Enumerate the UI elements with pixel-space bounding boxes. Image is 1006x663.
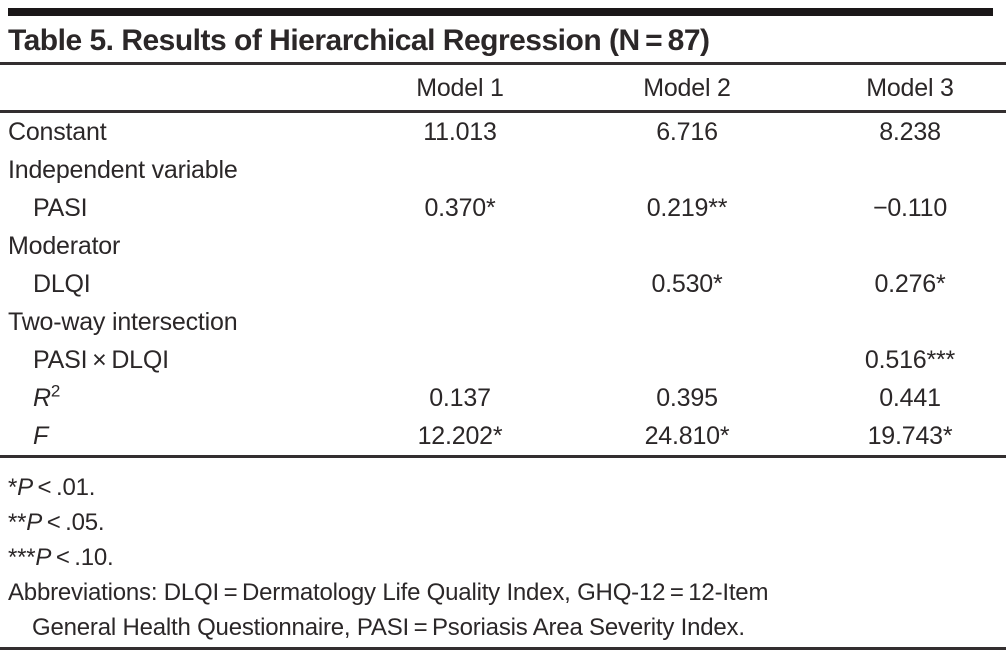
table-row-f-statistic: F 12.202* 24.810* 19.743* bbox=[0, 417, 1006, 455]
value-cell: 12.202* bbox=[417, 421, 503, 450]
footnote-condition: < .10. bbox=[51, 543, 114, 571]
value-cell: 0.137 bbox=[429, 383, 491, 412]
section-label: Independent variable bbox=[8, 155, 238, 184]
footnotes-block: *P < .01. **P < .05. ***P < .10. Abbrevi… bbox=[0, 458, 1006, 645]
row-label: R2 bbox=[0, 379, 346, 417]
row-label: PASI × DLQI bbox=[33, 345, 169, 374]
footnote-stars: *** bbox=[8, 543, 36, 571]
section-label: Two-way intersection bbox=[8, 307, 238, 336]
value-cell: 0.276* bbox=[874, 269, 946, 298]
column-header-model3: Model 3 bbox=[800, 65, 1006, 113]
value-cell bbox=[574, 151, 800, 189]
f-symbol: F bbox=[33, 421, 49, 450]
value-cell bbox=[800, 151, 1006, 189]
table-row-r-squared: R2 0.137 0.395 0.441 bbox=[0, 379, 1006, 417]
value-cell: 0.516*** bbox=[864, 345, 956, 374]
value-cell bbox=[346, 151, 574, 189]
footnote-p05: **P < .05. bbox=[8, 505, 1006, 540]
r-superscript: 2 bbox=[50, 381, 61, 401]
footnote-p10: ***P < .10. bbox=[8, 540, 1006, 575]
value-cell: 0.530* bbox=[651, 269, 723, 298]
value-cell bbox=[574, 303, 800, 341]
section-label: Moderator bbox=[8, 231, 121, 260]
value-cell bbox=[346, 265, 574, 303]
top-rule-bar bbox=[8, 8, 993, 16]
value-cell: 6.716 bbox=[656, 117, 718, 146]
value-cell bbox=[800, 303, 1006, 341]
table-row-dlqi: DLQI 0.530* 0.276* bbox=[0, 265, 1006, 303]
value-cell: −0.110 bbox=[872, 193, 948, 222]
value-cell bbox=[346, 227, 574, 265]
table-row-independent-variable-section: Independent variable bbox=[0, 151, 1006, 189]
table-title: Table 5. Results of Hierarchical Regress… bbox=[8, 24, 710, 57]
value-cell: 8.238 bbox=[879, 117, 941, 146]
value-cell: 19.743* bbox=[867, 421, 953, 450]
p-symbol: P bbox=[26, 508, 43, 536]
value-cell: 0.219** bbox=[646, 193, 728, 222]
footnote-stars: ** bbox=[8, 508, 27, 536]
value-cell bbox=[800, 227, 1006, 265]
table-header: Model 1 Model 2 Model 3 bbox=[0, 65, 1006, 113]
value-cell: 0.395 bbox=[656, 383, 718, 412]
column-header-empty bbox=[0, 65, 346, 113]
table-row-pasi-x-dlqi: PASI × DLQI 0.516*** bbox=[0, 341, 1006, 379]
value-cell: 24.810* bbox=[644, 421, 730, 450]
footnote-stars: * bbox=[8, 473, 18, 501]
row-label: PASI bbox=[33, 193, 88, 222]
r-symbol: R bbox=[33, 383, 51, 412]
p-symbol: P bbox=[35, 543, 52, 571]
value-cell bbox=[574, 341, 800, 379]
regression-table: Model 1 Model 2 Model 3 Constant 11.013 … bbox=[0, 65, 1006, 455]
column-header-model1: Model 1 bbox=[346, 65, 574, 113]
header-row: Model 1 Model 2 Model 3 bbox=[0, 65, 1006, 113]
abbreviations-line2: General Health Questionnaire, PASI = Pso… bbox=[32, 613, 745, 641]
footnote-condition: < .05. bbox=[42, 508, 105, 536]
column-header-model2: Model 2 bbox=[574, 65, 800, 113]
title-rule bbox=[0, 62, 1006, 65]
value-cell bbox=[574, 227, 800, 265]
row-label: Constant bbox=[8, 117, 107, 146]
value-cell: 0.441 bbox=[879, 383, 941, 412]
table-body: Constant 11.013 6.716 8.238 Independent … bbox=[0, 111, 1006, 455]
value-cell bbox=[346, 303, 574, 341]
value-cell: 11.013 bbox=[423, 117, 497, 146]
bottom-rule bbox=[0, 646, 1006, 650]
table-row-two-way-intersection-section: Two-way intersection bbox=[0, 303, 1006, 341]
footnote-p01: *P < .01. bbox=[8, 470, 1006, 505]
table-row-pasi: PASI 0.370* 0.219** −0.110 bbox=[0, 189, 1006, 227]
row-label: F bbox=[0, 417, 346, 455]
p-symbol: P bbox=[17, 473, 33, 501]
table-row-moderator-section: Moderator bbox=[0, 227, 1006, 265]
row-label: DLQI bbox=[33, 269, 91, 298]
value-cell bbox=[346, 341, 574, 379]
table-row-constant: Constant 11.013 6.716 8.238 bbox=[0, 111, 1006, 151]
table-bottom-rule bbox=[0, 454, 1006, 458]
abbreviations-line1: Abbreviations: DLQI = Dermatology Life Q… bbox=[8, 578, 769, 606]
value-cell: 0.370* bbox=[424, 193, 496, 222]
footnote-condition: < .01. bbox=[32, 473, 96, 501]
